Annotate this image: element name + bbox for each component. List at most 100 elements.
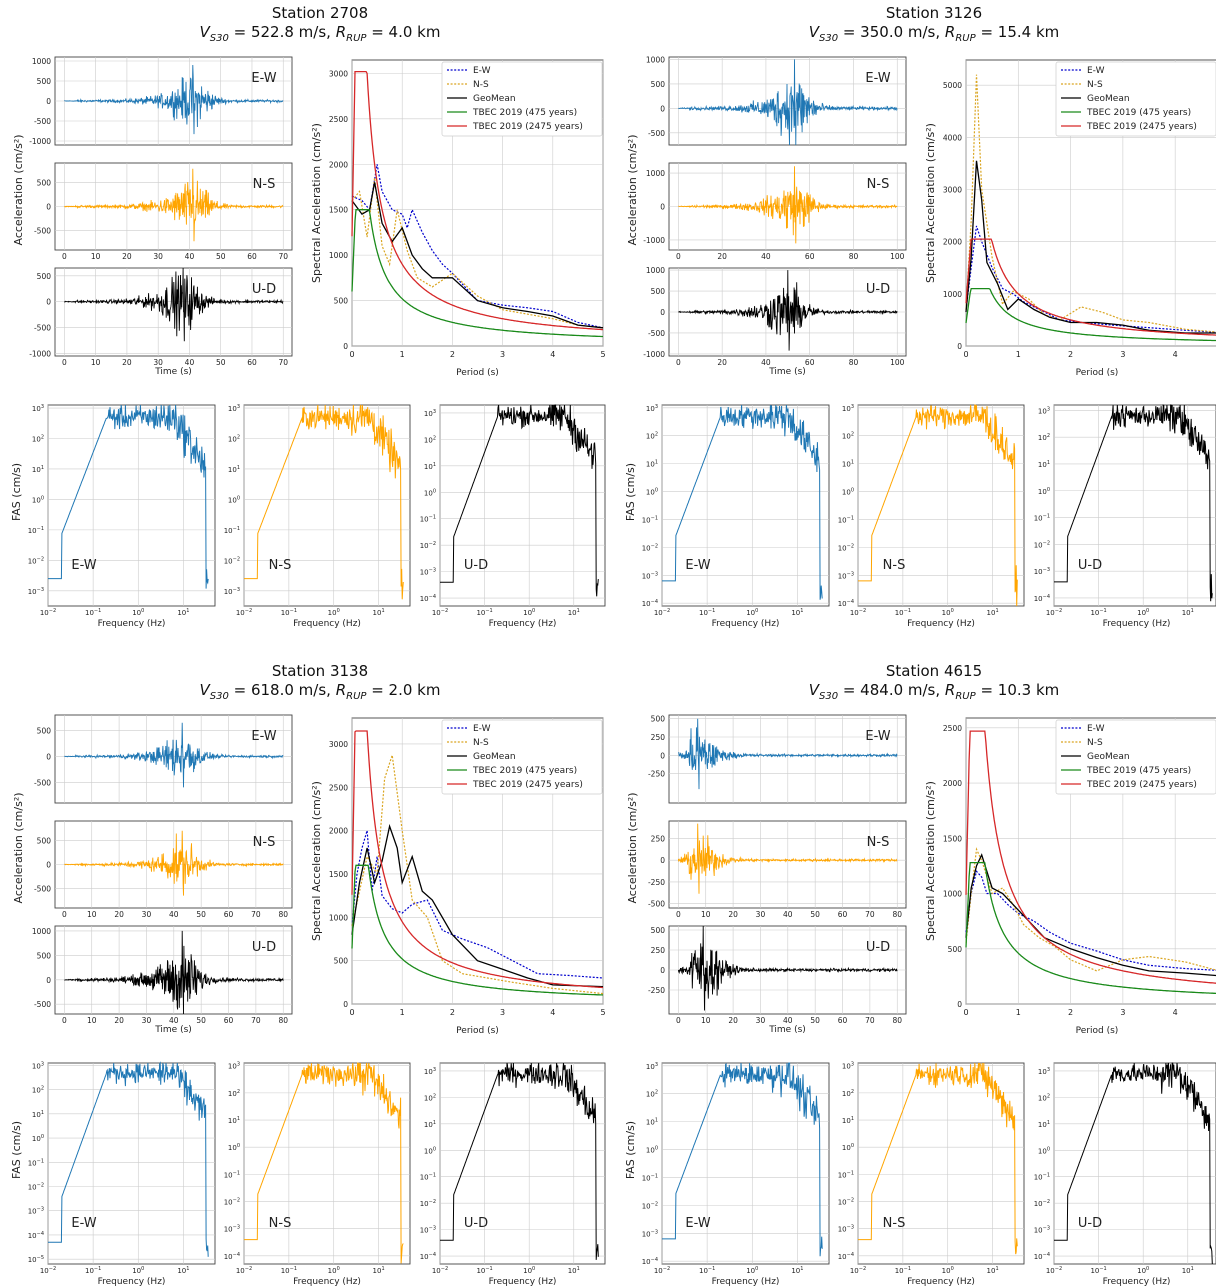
xtick-label: 0 <box>676 1016 681 1025</box>
fas-axis-ud: 10−2 10−1 100 10110−410−310−210−11001011021… <box>1034 1062 1216 1287</box>
ytick-exp: 3 <box>433 1067 436 1073</box>
acc-frame <box>668 820 907 909</box>
ytick-exp: 3 <box>433 409 436 415</box>
acc-axis-ew: -1000 -500 0 500 1000 E-W <box>29 56 293 146</box>
sa-line-tbec2475 <box>965 730 1216 984</box>
ytick-exp: −2 <box>429 1199 436 1205</box>
ytick-label: 2000 <box>943 238 962 247</box>
period-xlabel: Period (s) <box>1076 368 1119 378</box>
ytick-label: 100 <box>646 1146 658 1155</box>
xtick-label: 3 <box>500 1008 505 1017</box>
xtick-label: 101 <box>791 1266 803 1275</box>
ytick-exp: 0 <box>237 495 240 501</box>
component-label: N-S <box>867 835 890 850</box>
xtick-label: 10−2 <box>654 1266 670 1275</box>
xtick-exp: 1 <box>577 1266 580 1272</box>
sa-line-tbec475 <box>965 861 1216 995</box>
ytick-label: 1000 <box>646 55 665 64</box>
sa-axis: 0 1 2 3 4 0 500 1000 1500 2000 2500 E-W N-S GeoMean TB… <box>943 717 1216 1017</box>
ytick-label: 4000 <box>943 133 962 142</box>
component-label: N-S <box>883 1216 906 1231</box>
ytick-exp: −2 <box>1043 540 1050 546</box>
component-label: E-W <box>251 729 276 744</box>
xtick-label: 4 <box>1173 350 1178 359</box>
sa-line-geomean <box>351 823 604 988</box>
ytick-exp: −4 <box>651 1257 658 1263</box>
ytick-exp: −1 <box>847 515 854 521</box>
ytick-label: -1000 <box>29 349 51 358</box>
sa-axis: 0 1 2 3 4 0 1000 2000 3000 4000 5000 E-W N-S GeoMean T… <box>943 59 1216 359</box>
sa-line-ew <box>351 830 604 979</box>
xtick-label: 1 <box>400 1008 405 1017</box>
xtick-label: 10−2 <box>1046 1266 1062 1275</box>
ytick-label: 3000 <box>329 69 348 78</box>
ytick-label: -500 <box>34 1000 51 1009</box>
ytick-exp: 2 <box>655 1090 658 1096</box>
ytick-label: 0 <box>46 203 51 212</box>
acc-ylabel: Acceleration (cm/s²) <box>626 792 639 903</box>
xtick-exp: 1 <box>1191 1266 1194 1272</box>
fas-frame <box>1053 1062 1216 1265</box>
ytick-exp: −4 <box>429 594 436 600</box>
sa-line-geomean <box>965 853 1216 977</box>
station-title-2: Station 3138 VS30 = 618.0 m/s, RRUP = 2.0… <box>120 662 520 706</box>
ytick-exp: −2 <box>37 1183 44 1189</box>
xtick-exp: −2 <box>859 608 866 614</box>
ytick-label: 101 <box>1038 460 1050 469</box>
acc-ylabel: Acceleration (cm/s²) <box>12 134 25 245</box>
ytick-label: 2000 <box>329 160 348 169</box>
xtick-exp: 0 <box>141 608 144 614</box>
xtick-label: 70 <box>278 358 288 367</box>
ytick-label: 103 <box>842 1062 854 1071</box>
xtick-label: 40 <box>783 910 793 919</box>
xtick-exp: −2 <box>49 608 56 614</box>
time-xlabel: Time (s) <box>154 1025 192 1035</box>
ytick-exp: 1 <box>1047 1120 1050 1126</box>
xtick-label: 0 <box>62 358 67 367</box>
xtick-exp: 1 <box>995 608 998 614</box>
legend-label: TBEC 2019 (2475 years) <box>1086 780 1197 790</box>
xtick-label: 100 <box>523 1266 535 1275</box>
ytick-label: 102 <box>1038 1093 1050 1102</box>
xtick-label: 0 <box>676 358 681 367</box>
ytick-exp: 2 <box>655 432 658 438</box>
ytick-exp: −1 <box>1043 1173 1050 1179</box>
ytick-label: 10−5 <box>28 1255 44 1264</box>
ytick-label: 1000 <box>646 266 665 275</box>
sa-line-tbec475 <box>351 864 604 996</box>
ytick-exp: −3 <box>1043 567 1050 573</box>
ytick-label: 10−2 <box>224 1198 240 1207</box>
freq-xlabel: Frequency (Hz) <box>293 619 361 629</box>
xtick-label: 10−1 <box>85 608 101 617</box>
acc-ylabel: Acceleration (cm/s²) <box>12 792 25 903</box>
xtick-label: 50 <box>196 1016 206 1025</box>
fas-line-ud <box>440 404 599 597</box>
fas-axis-ns: 10−2 10−1 100 10110−310−210−1100101102103N-… <box>224 404 411 629</box>
component-label: U-D <box>464 558 488 573</box>
legend-label: TBEC 2019 (2475 years) <box>472 122 583 132</box>
ytick-label: 500 <box>334 297 349 306</box>
xtick-label: 101 <box>373 1266 385 1275</box>
fas-axis-ns: 10−2 10−1 100 10110−410−310−210−11001011021… <box>224 1062 411 1287</box>
ytick-exp: 0 <box>1047 487 1050 493</box>
xtick-exp: 0 <box>337 1266 340 1272</box>
xtick-exp: −2 <box>49 1266 56 1272</box>
ytick-exp: −3 <box>37 587 44 593</box>
xtick-label: 40 <box>169 910 179 919</box>
ytick-exp: 0 <box>851 1143 854 1149</box>
ytick-label: 10−2 <box>642 1201 658 1210</box>
fas-frame <box>243 1062 411 1265</box>
xtick-label: 10 <box>701 1016 711 1025</box>
freq-xlabel: Frequency (Hz) <box>489 619 557 629</box>
xtick-exp: 0 <box>532 1266 535 1272</box>
acc-axis-ew: -500 0 500 E-W <box>34 714 293 804</box>
acc-axis-ew: -250 0 250 500 E-W <box>648 714 907 804</box>
time-xlabel: Time (s) <box>154 367 192 377</box>
fas-line-ew <box>662 1062 823 1257</box>
fas-ylabel: FAS (cm/s) <box>10 1121 23 1179</box>
ytick-label: 250 <box>651 733 666 742</box>
ytick-exp: 1 <box>851 1116 854 1122</box>
legend-label: TBEC 2019 (475 years) <box>472 108 577 118</box>
freq-xlabel: Frequency (Hz) <box>1103 1277 1171 1287</box>
xtick-label: 0 <box>349 1008 354 1017</box>
